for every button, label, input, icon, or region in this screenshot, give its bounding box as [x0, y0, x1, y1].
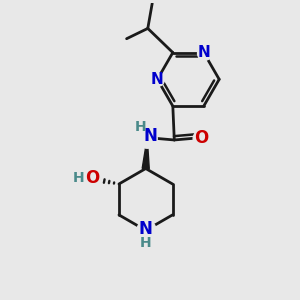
Polygon shape: [142, 138, 149, 169]
Text: N: N: [144, 127, 158, 145]
Text: N: N: [139, 220, 153, 238]
Text: H: H: [73, 171, 84, 185]
Text: O: O: [194, 129, 208, 147]
Text: N: N: [197, 45, 210, 60]
Text: H: H: [135, 120, 146, 134]
Text: O: O: [85, 169, 99, 187]
Text: N: N: [151, 72, 164, 87]
Text: H: H: [140, 236, 152, 250]
